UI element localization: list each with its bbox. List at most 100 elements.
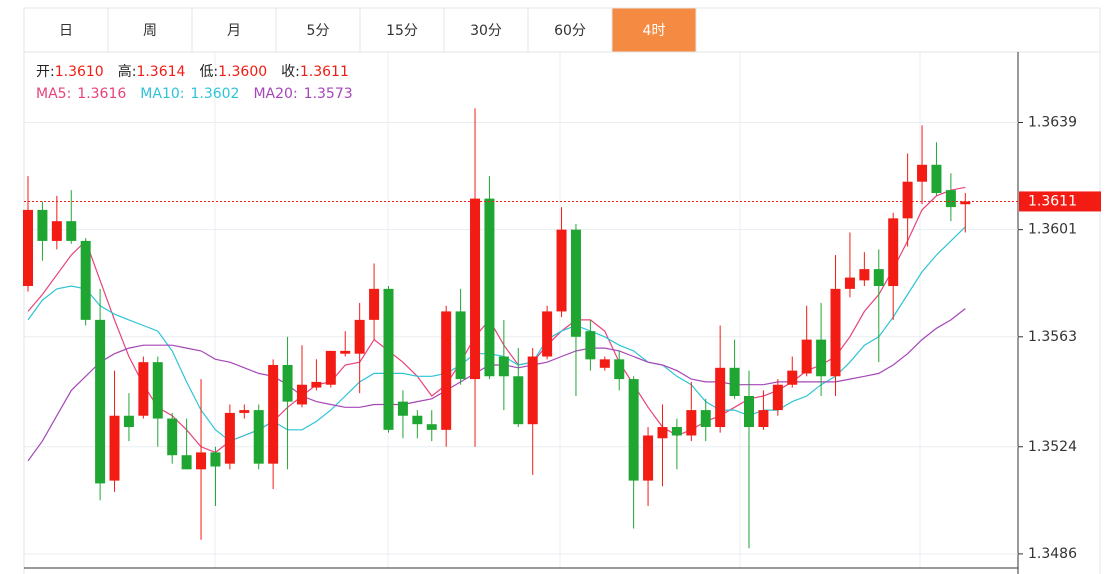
candle-body (527, 356, 538, 425)
candle-body (585, 331, 596, 360)
candle-body (542, 311, 553, 357)
candle-body (801, 339, 812, 374)
candle-body (844, 277, 855, 289)
y-tick-label: 1.3486 (1028, 546, 1077, 562)
candle-body (484, 198, 495, 377)
tab[interactable] (107, 7, 193, 53)
candle-body (643, 435, 654, 481)
tab[interactable] (191, 7, 277, 53)
tab-label[interactable]: 周 (143, 23, 157, 39)
info-name: 高: (118, 63, 137, 80)
candle-body (513, 376, 524, 425)
candle-body (960, 201, 971, 205)
tab-label[interactable]: 60分 (554, 23, 586, 39)
candle-body (455, 311, 466, 380)
tab[interactable] (275, 7, 361, 53)
candle-body (744, 396, 754, 428)
tab[interactable] (443, 7, 529, 53)
candle-body (210, 452, 221, 467)
candle-body (441, 311, 452, 430)
candle-body (138, 362, 149, 416)
candle-body (23, 209, 33, 287)
candle-body (340, 350, 351, 354)
candle-body (369, 288, 380, 320)
candle-body (109, 415, 120, 481)
last-price-tag (1019, 191, 1101, 212)
candle-body (224, 412, 235, 464)
candle-body (599, 359, 610, 368)
candle-body (758, 410, 769, 428)
candle-body (325, 350, 336, 385)
candle-body (181, 455, 192, 470)
candle-body (614, 359, 625, 380)
legend-name: MA10: (140, 86, 184, 102)
candle-body (917, 164, 928, 182)
info-name: 低: (199, 64, 218, 80)
candle-body (239, 410, 250, 413)
y-tick-label: 1.3639 (1028, 114, 1077, 130)
last-price-label: 1.3611 (1028, 193, 1077, 209)
tab-label[interactable]: 4时 (643, 23, 666, 39)
candle-body (354, 319, 365, 354)
candle-body (296, 384, 307, 405)
info-value: 1.3614 (136, 64, 185, 80)
candle-body (830, 288, 841, 377)
candle-body (902, 181, 913, 219)
candle-body (628, 379, 639, 481)
candle-body (253, 410, 264, 464)
candle-body (787, 370, 798, 385)
candle-body (945, 190, 956, 208)
tab[interactable] (611, 7, 697, 53)
candle-body (412, 415, 423, 425)
tab[interactable] (359, 7, 445, 53)
info-value: 1.3600 (218, 64, 267, 80)
candle-body (397, 401, 408, 416)
ma-line (27, 186, 966, 454)
candle-body (700, 410, 711, 428)
candle-body (570, 229, 581, 337)
candle-body (931, 164, 942, 193)
info-value: 1.3611 (300, 64, 349, 80)
legend-name: MA20: (253, 86, 297, 102)
ma-line (27, 308, 966, 462)
y-tick-label: 1.3563 (1028, 329, 1077, 345)
tab-label[interactable]: 5分 (307, 23, 330, 39)
candle-body (80, 240, 91, 320)
candle-body (66, 221, 77, 241)
candle-body (196, 452, 207, 470)
candle-body (657, 427, 668, 439)
tab-label[interactable]: 月 (227, 23, 241, 39)
candle-body (470, 198, 481, 380)
candle-body (686, 410, 697, 436)
candle-body (282, 364, 293, 402)
tab-label[interactable]: 日 (59, 23, 73, 39)
tab-label[interactable]: 30分 (470, 23, 502, 39)
candle-body (268, 364, 279, 464)
candle-body (123, 415, 134, 428)
candle-body (556, 229, 567, 312)
candle-body (498, 356, 509, 377)
info-name: 开: (36, 64, 55, 80)
candle-body (51, 221, 62, 241)
tab[interactable] (527, 7, 613, 53)
candle-body (95, 319, 106, 484)
legend-value: 1.3602 (190, 86, 239, 102)
ma-line (27, 226, 966, 442)
candle-body (772, 384, 783, 411)
candle-body (671, 427, 682, 436)
candle-body (37, 209, 48, 241)
candle-body (729, 367, 740, 396)
tab[interactable] (23, 7, 109, 53)
legend-value: 1.3616 (77, 86, 126, 102)
candle-body (715, 367, 726, 428)
tab-label[interactable]: 15分 (386, 23, 418, 39)
candle-body (426, 424, 437, 430)
y-tick-label: 1.3524 (1028, 439, 1077, 455)
candle-body (859, 269, 870, 281)
candle-body (152, 362, 163, 419)
candle-body (816, 339, 827, 377)
candle-body (888, 218, 899, 287)
candle-body (873, 269, 884, 287)
